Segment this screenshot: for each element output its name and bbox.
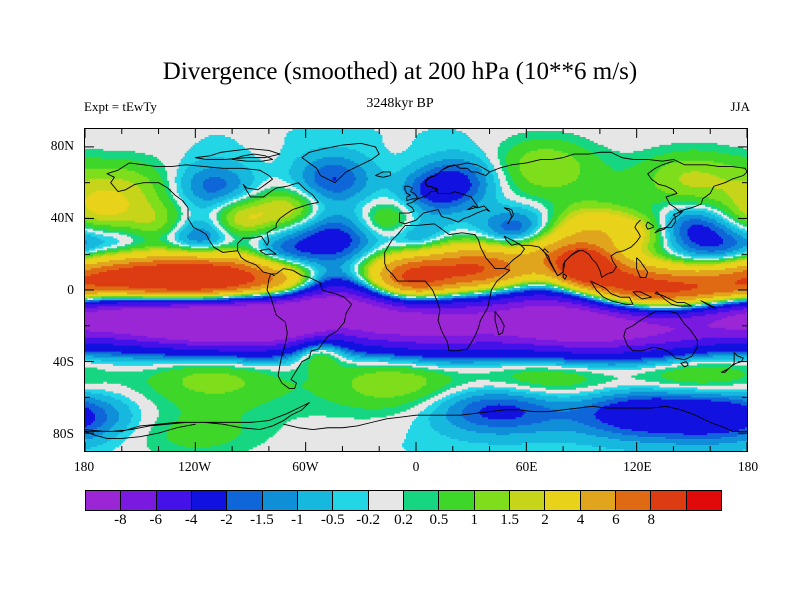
- contour-band-16: [85, 248, 747, 293]
- x-tick-label: 60E: [515, 459, 538, 474]
- colorbar-band: [439, 491, 475, 510]
- contour-band-13: [85, 190, 747, 305]
- axis-tick-marks: [85, 129, 747, 451]
- map-plot-area: [84, 128, 748, 452]
- colorbar-tick-label: -0.2: [356, 512, 380, 528]
- colorbar-band: [86, 491, 122, 510]
- x-tick-label: 120E: [623, 459, 652, 474]
- colorbar-tick-label: 0.2: [394, 512, 413, 528]
- colorbar-tick-label: -1.5: [250, 512, 274, 528]
- contour-band-14: [85, 230, 747, 301]
- contour-band-10: [85, 138, 747, 448]
- colorbar-band: [297, 491, 334, 510]
- colorbar-band: [262, 491, 298, 510]
- contour-band-15: [85, 242, 747, 299]
- coastlines: [85, 142, 747, 439]
- colorbar-tick-label: 1.5: [500, 512, 520, 528]
- season-label: JJA: [730, 99, 750, 114]
- colorbar-tick-label: 8: [647, 512, 655, 528]
- colorbar-band: [545, 491, 581, 510]
- x-tick-label: 60W: [292, 459, 319, 474]
- colorbar: [85, 490, 722, 511]
- colorbar-tick-label: 1: [470, 512, 479, 528]
- colorbar-tick-label: -1: [291, 512, 304, 528]
- y-tick-label: 40S: [52, 354, 74, 369]
- colorbar-band: [121, 491, 157, 510]
- contour-band-6: [85, 146, 747, 451]
- colorbar-band: [368, 491, 404, 510]
- divergence-contour-field: [85, 129, 747, 451]
- contour-band-0: [85, 295, 747, 343]
- page-title: Divergence (smoothed) at 200 hPa (10**6 …: [162, 58, 638, 85]
- experiment-label: Expt = tEwTy: [84, 99, 157, 114]
- colorbar-tick-label: 0.5: [429, 512, 449, 528]
- colorbar-band: [474, 491, 510, 510]
- colorbar-band: [686, 491, 721, 510]
- colorbar-band: [156, 491, 192, 510]
- colorbar-band: [191, 491, 228, 510]
- contour-band-11: [85, 148, 747, 398]
- colorbar-tick-label: -0.5: [320, 512, 345, 528]
- colorbar-band: [333, 491, 369, 510]
- x-tick-label: 0: [412, 459, 420, 474]
- plot-frame: [84, 128, 748, 452]
- y-tick-label: 80S: [52, 426, 74, 441]
- colorbar-band: [509, 491, 546, 510]
- y-tick-label: 40N: [50, 210, 74, 225]
- colorbar-band: [651, 491, 687, 510]
- colorbar-band: [615, 491, 652, 510]
- colorbar-tick-label: -6: [149, 512, 163, 528]
- colorbar-band: [580, 491, 616, 510]
- colorbar-tick-label: -8: [114, 512, 127, 528]
- colorbar-band: [403, 491, 440, 510]
- y-tick-label: 0: [67, 282, 74, 297]
- colorbar-tick-label: 4: [576, 512, 585, 528]
- contour-band-2: [85, 286, 747, 354]
- colorbar-tick-label: 6: [612, 512, 620, 528]
- contour-band-3: [85, 170, 747, 436]
- x-tick-label: 180: [737, 459, 759, 474]
- colorbar-tick-label: -4: [184, 512, 198, 528]
- x-tick-label: 180: [73, 459, 95, 474]
- x-tick-label: 120W: [178, 459, 212, 474]
- contour-band-9: [85, 130, 747, 451]
- y-tick-label: 80N: [50, 138, 74, 153]
- colorbar-tick-label: 2: [541, 512, 549, 528]
- colorbar-tick-label: -2: [220, 512, 233, 528]
- time-label: 3248kyr BP: [366, 96, 434, 111]
- colorbar-band: [227, 491, 263, 510]
